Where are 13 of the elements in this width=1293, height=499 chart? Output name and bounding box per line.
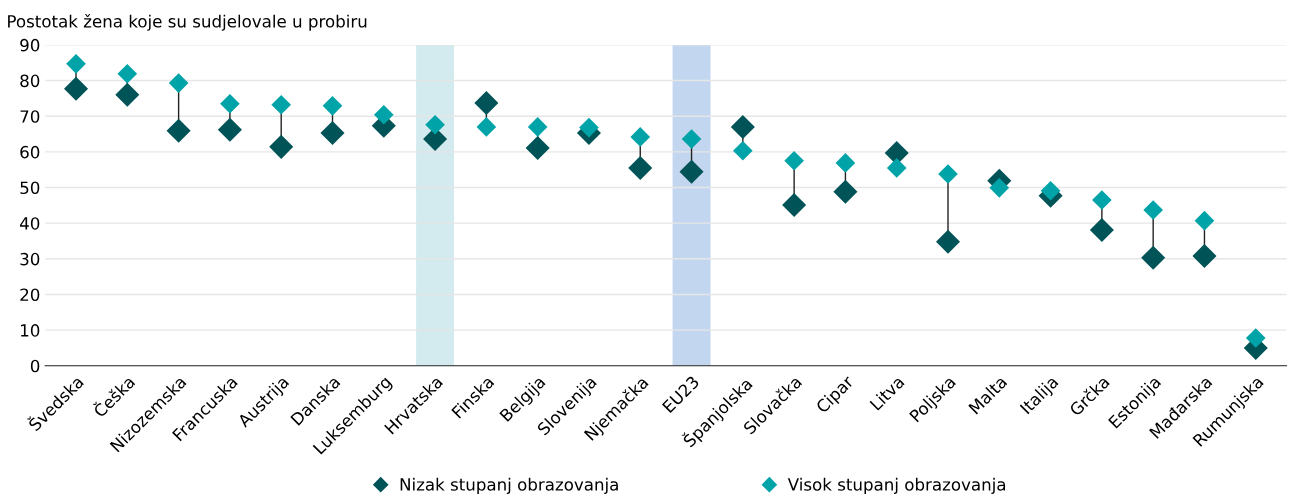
y-tick-label: 50 <box>20 181 40 195</box>
y-tick-label: 40 <box>20 217 40 230</box>
y-tick-label: 60 <box>20 145 40 159</box>
y-tick-label: 70 <box>20 110 40 123</box>
y-tick-label: 80 <box>20 74 40 88</box>
y-tick-label: 90 <box>20 38 40 52</box>
legend-label: Visok stupanj obrazovanja <box>787 477 1006 494</box>
y-tick-label: 30 <box>20 252 40 266</box>
y-tick-label: 20 <box>20 288 40 302</box>
y-tick-label: 10 <box>21 324 40 337</box>
y-axis-title: Postotak žena koje su sudjelovale u probiru <box>8 14 367 31</box>
y-tick-label: 0 <box>30 359 40 373</box>
legend-label: Nizak stupanj obrazovanja <box>400 477 618 494</box>
